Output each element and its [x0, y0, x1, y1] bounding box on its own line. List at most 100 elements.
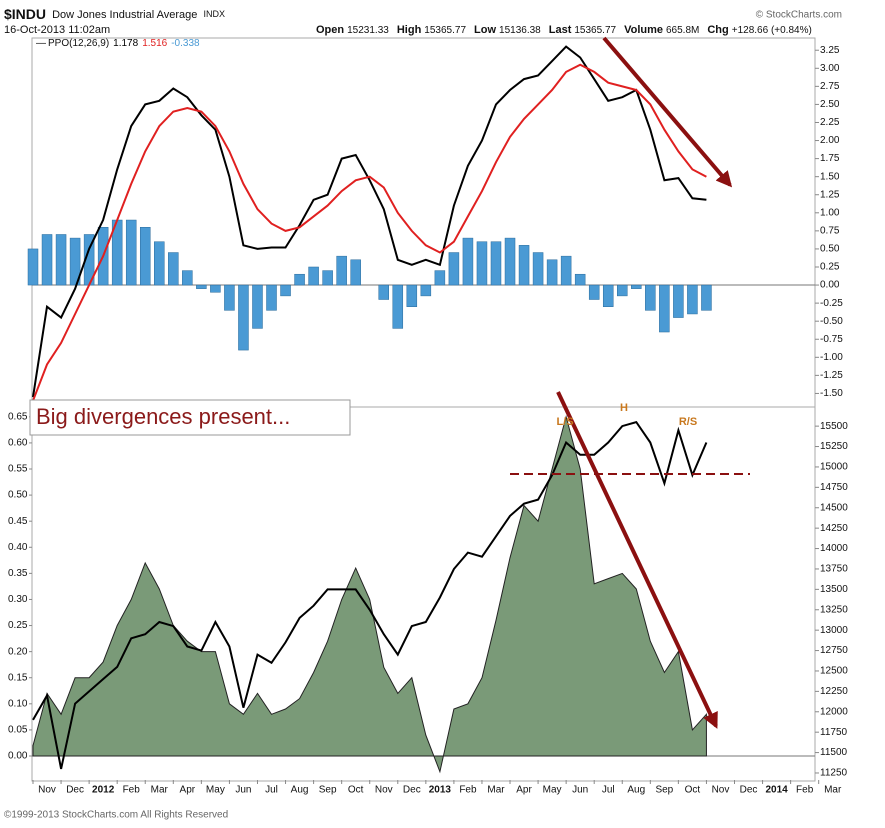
- quote-label: Open: [316, 24, 344, 36]
- x-tick-label: Nov: [375, 785, 393, 796]
- legend-swatch: —: [36, 38, 46, 49]
- x-tick-label: Nov: [712, 785, 730, 796]
- y2-tick-label: 11250: [820, 768, 848, 779]
- y2-tick-label: 12750: [820, 645, 848, 656]
- y-tick-label: 2.25: [820, 117, 840, 128]
- symbol: $INDU: [4, 6, 46, 22]
- y2-tick-label: 15500: [820, 421, 848, 432]
- x-tick-label: Jun: [572, 785, 588, 796]
- quote-label: Last: [549, 24, 572, 36]
- bar: [546, 259, 558, 286]
- y-tick-label: 2.50: [820, 99, 840, 110]
- x-tick-label: Jun: [235, 785, 251, 796]
- bar: [406, 284, 418, 307]
- arrow: [556, 391, 718, 729]
- y-tick-label: 0.25: [820, 262, 840, 273]
- bar: [69, 237, 81, 286]
- y2-tick-label: 14500: [820, 502, 848, 513]
- y-tick-label: 3.00: [820, 63, 840, 74]
- y-tick-label: 2.75: [820, 81, 840, 92]
- y2-tick-label: 12000: [820, 706, 848, 717]
- y-tick-label: 1.00: [820, 207, 840, 218]
- bar: [210, 284, 221, 293]
- bar: [448, 252, 460, 286]
- name: Dow Jones Industrial Average: [52, 9, 197, 21]
- bar: [125, 219, 137, 286]
- area: [32, 414, 707, 774]
- x-tick-label: Apr: [180, 785, 196, 796]
- y-tick-label: 0.10: [8, 698, 28, 709]
- y-tick-label: 0.30: [8, 594, 28, 605]
- x-tick-label: Sep: [655, 785, 673, 796]
- bar: [588, 284, 600, 300]
- bar: [420, 284, 432, 297]
- x-tick-label: Mar: [824, 785, 842, 796]
- quote-label: Volume: [624, 24, 663, 36]
- x-tick-label: May: [543, 785, 562, 796]
- exchange: INDX: [203, 9, 225, 19]
- quote-value: 15136.38: [499, 25, 541, 36]
- y2-tick-label: 14250: [820, 523, 848, 534]
- bar: [252, 284, 263, 329]
- legend-value: -0.338: [171, 38, 200, 49]
- bar: [631, 284, 642, 289]
- y2-tick-label: 13500: [820, 584, 848, 595]
- x-tick-label: Oct: [685, 785, 701, 796]
- quote-label: High: [397, 24, 422, 36]
- y2-tick-label: 11500: [820, 747, 848, 758]
- x-tick-label: Oct: [348, 785, 364, 796]
- y-tick-label: 0.20: [8, 646, 28, 657]
- bar: [294, 273, 305, 286]
- y-tick-label: 0.65: [8, 411, 28, 422]
- y2-tick-label: 13000: [820, 625, 848, 636]
- y-tick-label: 0.50: [8, 490, 28, 501]
- x-tick-label: Dec: [66, 785, 84, 796]
- quote-value: 15365.77: [574, 25, 616, 36]
- y-tick-label: 0.35: [8, 568, 28, 579]
- y-tick-label: -0.25: [820, 298, 843, 309]
- legend-value: 1.516: [142, 38, 167, 49]
- y2-tick-label: 14750: [820, 482, 848, 493]
- x-tick-label: Feb: [796, 785, 814, 796]
- bottom-panel: [31, 406, 816, 782]
- bar: [196, 284, 207, 289]
- quote-value: 15365.77: [424, 25, 466, 36]
- x-tick-label: Dec: [740, 785, 758, 796]
- bar: [27, 248, 39, 286]
- y2-tick-label: 12250: [820, 686, 848, 697]
- y-tick-label: -1.25: [820, 370, 843, 381]
- footer: ©1999-2013 StockCharts.com All Rights Re…: [4, 810, 228, 821]
- annotation: R/S: [679, 416, 697, 428]
- bar: [238, 284, 249, 351]
- bar: [476, 241, 488, 286]
- quote-label: Chg: [707, 24, 728, 36]
- y-tick-label: 3.25: [820, 45, 840, 56]
- line: [32, 45, 707, 398]
- bar: [490, 241, 502, 286]
- line: [32, 63, 707, 402]
- date: 16-Oct-2013 11:02am: [4, 24, 110, 36]
- bar: [434, 270, 446, 286]
- annotation: L/S: [556, 416, 573, 428]
- x-tick-label: 2013: [429, 785, 452, 796]
- bar: [645, 284, 656, 311]
- bar: [673, 284, 684, 318]
- annotation-box: [29, 399, 351, 436]
- quote-value: +128.66 (+0.84%): [732, 25, 812, 36]
- y-tick-label: -1.50: [820, 388, 843, 399]
- bar: [518, 245, 530, 286]
- y-tick-label: 0.15: [8, 672, 28, 683]
- quote-value: 15231.33: [347, 25, 389, 36]
- y-tick-label: 0.00: [820, 280, 840, 291]
- x-tick-label: Sep: [319, 785, 337, 796]
- x-tick-label: 2014: [765, 785, 788, 796]
- y-tick-label: 1.25: [820, 189, 840, 200]
- annotation: H: [620, 402, 628, 414]
- legend-name: PPO(12,26,9): [48, 38, 109, 49]
- bar: [280, 284, 291, 297]
- y-tick-label: 1.75: [820, 153, 840, 164]
- y-tick-label: 0.75: [820, 226, 840, 237]
- arrow: [602, 36, 733, 188]
- y-tick-label: 0.00: [8, 751, 28, 762]
